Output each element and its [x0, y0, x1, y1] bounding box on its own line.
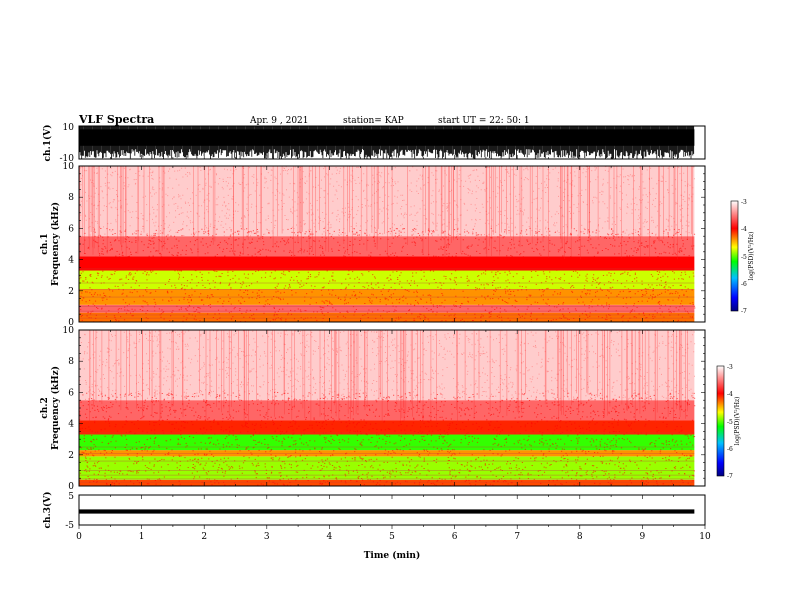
ch2-spectrogram-panel: 0 2 4 6 8 10 ch.2 Frequency (kHz) -3 -4 -5 -6…	[40, 326, 741, 492]
ch1-spectrogram-image	[79, 166, 705, 322]
ch2-spec-ytick-label: 0	[68, 482, 74, 492]
time-xtick-label: 4	[327, 532, 333, 542]
ch3-waveform-trace	[79, 509, 695, 514]
time-xtick-label: 2	[201, 532, 207, 542]
time-xtick-label: 7	[514, 532, 520, 542]
ch2-spec-ytick-label: 10	[63, 326, 75, 336]
ch2-spectrogram-ylabel-line1: ch.2	[40, 397, 50, 418]
figure-title: VLF Spectra	[78, 113, 154, 126]
ch1-spec-band-4	[79, 256, 695, 271]
ch2-spectrogram-ylabel-line2: Frequency (kHz)	[50, 366, 61, 450]
ch1-spec-band-1	[79, 304, 695, 313]
ch1-colorbar-gradient	[730, 200, 739, 312]
ch3-ytick-bottom: -5	[65, 521, 74, 531]
station-label: station= KAP	[343, 116, 404, 126]
ch1-spec-ytick-label: 8	[68, 193, 74, 203]
time-axis-label: Time (min)	[364, 550, 421, 561]
ch1-waveform-panel: 10 -10 ch.1(V)	[42, 123, 706, 164]
ch1-spectrogram-ylabel-line1: ch.1	[40, 233, 50, 254]
time-xtick-label: 3	[264, 532, 270, 542]
ch1-waveform-ticks	[78, 155, 706, 159]
ch3-waveform-ylabel: ch.3(V)	[42, 492, 53, 529]
ch3-ytick-top: 5	[68, 492, 74, 502]
ch1-spectrogram-xticks	[78, 166, 706, 322]
ch2-spec-band-3	[79, 434, 695, 451]
ch1-cb-tick-m3: -3	[741, 199, 747, 206]
ch2-spec-ytick-label: 4	[68, 420, 74, 430]
time-xtick-label: 0	[76, 532, 82, 542]
ch1-spectrogram-panel: 0 2 4 6 8 10 ch.1 Frequency (kHz) -3 -4 -5 -6…	[40, 162, 755, 328]
ch2-cb-tick-m5: -5	[727, 419, 733, 426]
ch1-waveform-trace	[79, 126, 695, 159]
ch2-spec-band-4	[79, 420, 695, 435]
ch1-spec-speckle	[79, 227, 696, 322]
time-xtick-label: 1	[139, 532, 145, 542]
ch3-waveform-band	[79, 509, 695, 514]
time-xtick-label: 9	[640, 532, 646, 542]
time-axis-ticks: 0 1 2 3 4 5 6 7 8 9 10	[76, 495, 711, 542]
ch2-spec-band-6	[79, 330, 695, 401]
ch2-spec-band-5	[79, 400, 695, 421]
ch1-spec-speckle-high	[79, 166, 695, 237]
ch2-cb-tick-m6: -6	[727, 446, 733, 453]
ch1-waveform-line	[79, 126, 695, 159]
time-xtick-label: 8	[577, 532, 583, 542]
ch2-spec-band-0	[79, 479, 695, 486]
ch1-cb-tick-m7: -7	[741, 308, 747, 315]
ch2-spectrogram-image	[79, 330, 705, 486]
ch1-spec-ytick-label: 0	[68, 318, 74, 328]
time-xtick-label: 5	[389, 532, 395, 542]
ch1-spectrogram-ylabel-line2: Frequency (kHz)	[50, 202, 61, 286]
time-xtick-label: 10	[699, 532, 711, 542]
ch2-cb-tick-m3: -3	[727, 364, 733, 371]
start-ut-label: start UT = 22: 50: 1	[438, 116, 530, 126]
ch1-spec-band-6	[79, 166, 695, 237]
ch1-spec-streaks	[79, 166, 693, 260]
ch2-spec-ytick-label: 2	[68, 451, 74, 461]
ch1-colorbar: -3 -4 -5 -6 -7 log(PSD)(V²/Hz)	[730, 199, 755, 315]
ch3-waveform-panel: 5 -5 ch.3(V) 0 1 2 3 4 5 6 7 8 9 10 Time (min)	[42, 492, 711, 561]
ch2-spec-streaks	[89, 330, 688, 424]
ch1-spec-ytick-label: 10	[63, 162, 75, 172]
ch2-freq-ticks: 0 2 4 6 8 10	[63, 326, 705, 492]
ch1-colorbar-label: log(PSD)(V²/Hz)	[748, 232, 755, 281]
ch1-ytick-bottom: -10	[60, 154, 75, 164]
ch1-cb-tick-m6: -6	[741, 281, 747, 288]
ch1-spec-ytick-label: 6	[68, 224, 74, 234]
ch2-spec-speckle-high	[79, 330, 696, 401]
ch1-spec-band-3	[79, 270, 695, 290]
ch1-freq-ticks: 0 2 4 6 8 10	[63, 162, 705, 328]
ch1-ytick-top: 10	[63, 123, 75, 133]
ch1-spec-ytick-label: 4	[68, 256, 74, 266]
ch1-cb-tick-m4: -4	[741, 226, 747, 233]
ch1-waveform-ylabel: ch.1(V)	[42, 125, 53, 162]
ch2-colorbar-gradient	[716, 365, 725, 477]
ch2-spectrogram-xticks	[78, 330, 706, 486]
ch2-cb-tick-m4: -4	[727, 391, 733, 398]
date-label: Apr. 9 , 2021	[249, 116, 309, 126]
ch1-cb-tick-m5: -5	[741, 254, 747, 261]
ch2-colorbar-label: log(PSD)(V²/Hz)	[734, 397, 741, 446]
ch1-spec-ytick-label: 2	[68, 287, 74, 297]
ch2-colorbar: -3 -4 -5 -6 -7 log(PSD)(V²/Hz)	[716, 364, 741, 480]
ch2-spec-speckle	[79, 391, 696, 486]
ch1-spec-band-0	[79, 312, 695, 322]
ch2-cb-tick-m7: -7	[727, 473, 733, 480]
time-xtick-label: 6	[452, 532, 458, 542]
ch2-spec-ytick-label: 8	[68, 357, 74, 367]
ch2-spec-band-1	[79, 456, 695, 480]
ch2-spec-ytick-label: 6	[68, 388, 74, 398]
